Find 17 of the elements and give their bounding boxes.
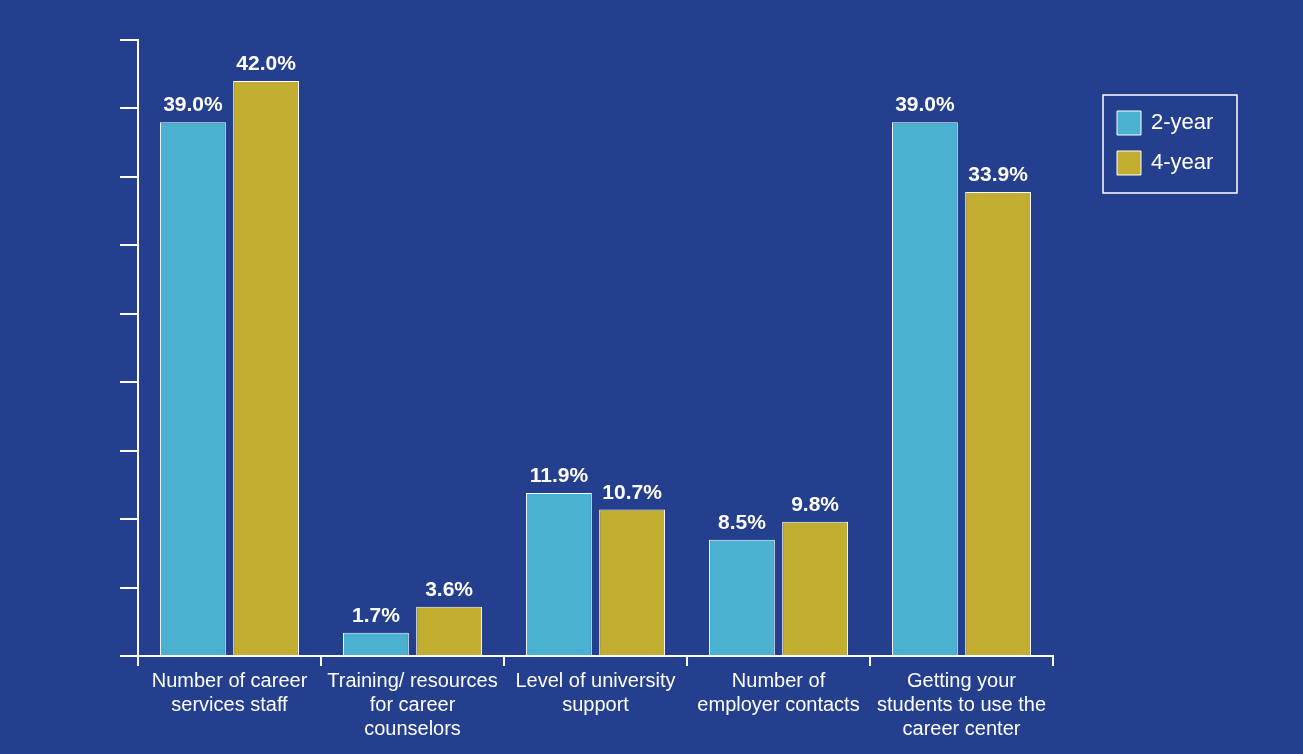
x-tick-label: Number of employer contacts [697, 668, 860, 715]
data-label: 8.5% [717, 509, 767, 533]
legend-label: 2-year [1151, 109, 1214, 135]
data-label: 39.0% [895, 92, 955, 116]
data-label: 3.6% [425, 577, 474, 601]
x-tick-label: Getting your students to use the career center [876, 668, 1047, 739]
data-label: 33.9% [968, 162, 1029, 186]
data-label: 39.0% [163, 92, 223, 116]
data-label: 42.0% [236, 51, 297, 75]
x-tick-label: Number of career services staff [151, 668, 308, 715]
data-label: 10.7% [602, 479, 663, 503]
legend-label: 4-year [1151, 149, 1214, 175]
x-tick-label: Level of university support [515, 668, 676, 715]
data-label: 1.7% [351, 603, 401, 627]
data-label: 11.9% [529, 463, 589, 487]
x-tick-label: Training/ resources for career counselors [327, 668, 498, 739]
data-label: 9.8% [791, 492, 840, 516]
